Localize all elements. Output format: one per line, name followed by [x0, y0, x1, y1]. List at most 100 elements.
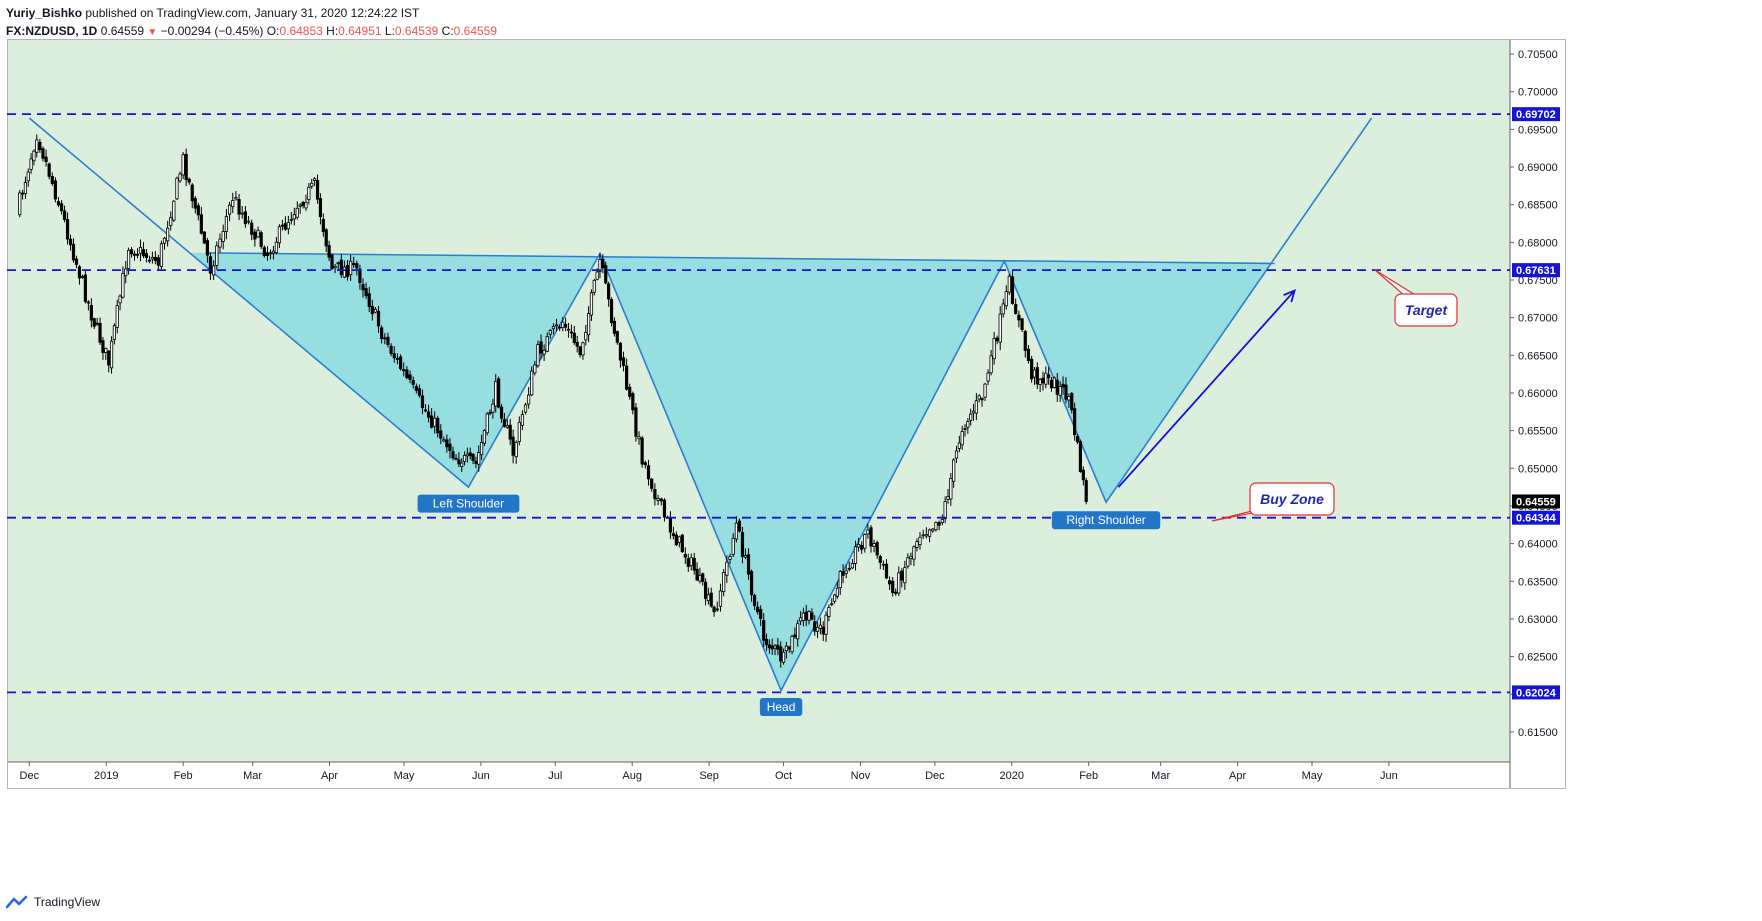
- candle-body: [1070, 393, 1074, 411]
- candle-body: [756, 606, 760, 613]
- candle-body: [853, 546, 858, 564]
- point-label-box: [759, 697, 803, 716]
- candle-body: [364, 288, 368, 297]
- candle-body: [221, 231, 225, 242]
- candle-body: [749, 571, 754, 596]
- candle-body: [924, 534, 928, 537]
- tradingview-brand[interactable]: TradingView: [6, 895, 100, 909]
- callout[interactable]: Target: [1374, 269, 1458, 327]
- level-price-tag[interactable]: 0.69702: [1512, 107, 1560, 122]
- candle-body: [628, 386, 632, 397]
- arrow-shaft: [1117, 289, 1296, 488]
- level-price-tag[interactable]: 0.67631: [1512, 263, 1560, 278]
- time-tick-label: 2020: [1000, 770, 1024, 782]
- candle-body: [118, 295, 122, 304]
- neckline[interactable]: [205, 252, 1275, 265]
- candle-body: [618, 342, 623, 361]
- candle-body: [909, 555, 913, 560]
- candle-body: [703, 581, 708, 599]
- candle-body: [989, 355, 993, 374]
- candle-body: [686, 558, 690, 567]
- candle-body: [952, 459, 956, 482]
- candle-body: [47, 163, 51, 177]
- time-axis[interactable]: Dec 2019 Feb Mar Apr May Jun Jul Aug Sep Oct Nov Dec…: [20, 762, 1398, 782]
- price-change: −0.00294 (−0.45%): [160, 24, 264, 38]
- point-label-box: [1051, 511, 1161, 530]
- price-tick-label: 0.66000: [1518, 388, 1558, 400]
- candle-body: [511, 436, 515, 456]
- candle-body: [271, 250, 276, 254]
- horizontal-levels[interactable]: [7, 113, 1510, 694]
- publisher-name[interactable]: Yuriy_Bishko: [6, 6, 83, 20]
- candle-body: [643, 462, 647, 466]
- annotations[interactable]: Left Shoulder Head Right Shoulder Target Buy…: [417, 269, 1458, 716]
- candle-body: [695, 568, 699, 581]
- candle-body: [124, 268, 128, 277]
- candle-body: [1061, 383, 1065, 388]
- candle-body: [992, 338, 996, 360]
- candle-body: [508, 424, 512, 440]
- point-label[interactable]: Head: [759, 697, 803, 716]
- price-tick-label: 0.70500: [1518, 49, 1558, 61]
- candle-body: [656, 498, 660, 501]
- pattern-drawing[interactable]: [28, 117, 1373, 693]
- pattern-fill[interactable]: [189, 252, 1272, 691]
- candle-body: [530, 370, 534, 396]
- candle-body: [621, 357, 626, 367]
- candle-body: [345, 264, 350, 277]
- price-tick-label: 0.63500: [1518, 576, 1558, 588]
- symbol-label[interactable]: FX:NZDUSD, 1D: [6, 24, 98, 38]
- price-tick-label: 0.68500: [1518, 200, 1558, 212]
- level-price-tag[interactable]: 0.64344: [1512, 510, 1560, 525]
- candle-body: [129, 249, 134, 255]
- candle-body: [1004, 291, 1008, 307]
- candle-body: [542, 349, 546, 355]
- level-price-tag[interactable]: 0.62024: [1512, 685, 1560, 700]
- candle-body: [807, 611, 811, 621]
- candle-body: [121, 273, 125, 298]
- candle-body: [539, 341, 543, 354]
- candle-body: [746, 554, 751, 575]
- candle-body: [804, 611, 808, 621]
- candle-body: [637, 436, 641, 440]
- candle-body: [875, 542, 879, 556]
- candle-body: [706, 594, 711, 601]
- candle-body: [533, 364, 537, 374]
- candle-body: [838, 571, 842, 588]
- candle-body: [866, 529, 870, 535]
- candle-body: [640, 437, 644, 465]
- time-tick-label: Sep: [699, 770, 719, 782]
- point-label[interactable]: Left Shoulder: [417, 494, 520, 513]
- price-axis[interactable]: 0.70500 0.70000 0.69500 0.69000 0.68500 0.680…: [1510, 49, 1560, 739]
- point-label[interactable]: Right Shoulder: [1051, 511, 1161, 530]
- candle-body: [1020, 318, 1024, 330]
- candle-body: [256, 229, 260, 238]
- pattern-outline[interactable]: [28, 117, 1373, 693]
- current-price-tag[interactable]: 0.64559: [1512, 494, 1560, 509]
- candle-body: [65, 219, 70, 240]
- candle-body: [680, 534, 684, 553]
- candle-body: [126, 249, 131, 269]
- candle-body: [59, 203, 64, 212]
- candle-body: [411, 379, 415, 385]
- callout-box: [1394, 293, 1458, 327]
- candle-body: [361, 284, 365, 291]
- callout[interactable]: Buy Zone: [1211, 482, 1335, 522]
- candle-body: [1047, 374, 1051, 379]
- candle-body: [752, 595, 757, 606]
- candle-body: [53, 180, 57, 200]
- candle-body: [598, 259, 602, 272]
- time-tick-label: Jun: [472, 770, 490, 782]
- price-tick-label: 0.70000: [1518, 87, 1558, 99]
- candle-body: [906, 557, 910, 567]
- candle-body: [50, 176, 54, 184]
- time-tick-label: Feb: [1079, 770, 1098, 782]
- time-tick-label: Mar: [243, 770, 262, 782]
- time-tick-label: 2019: [94, 770, 118, 782]
- projection-arrow[interactable]: [1117, 289, 1297, 488]
- candle-body: [405, 369, 409, 378]
- candle-body: [1073, 408, 1077, 436]
- candle-body: [286, 222, 290, 230]
- candle-body: [327, 245, 331, 258]
